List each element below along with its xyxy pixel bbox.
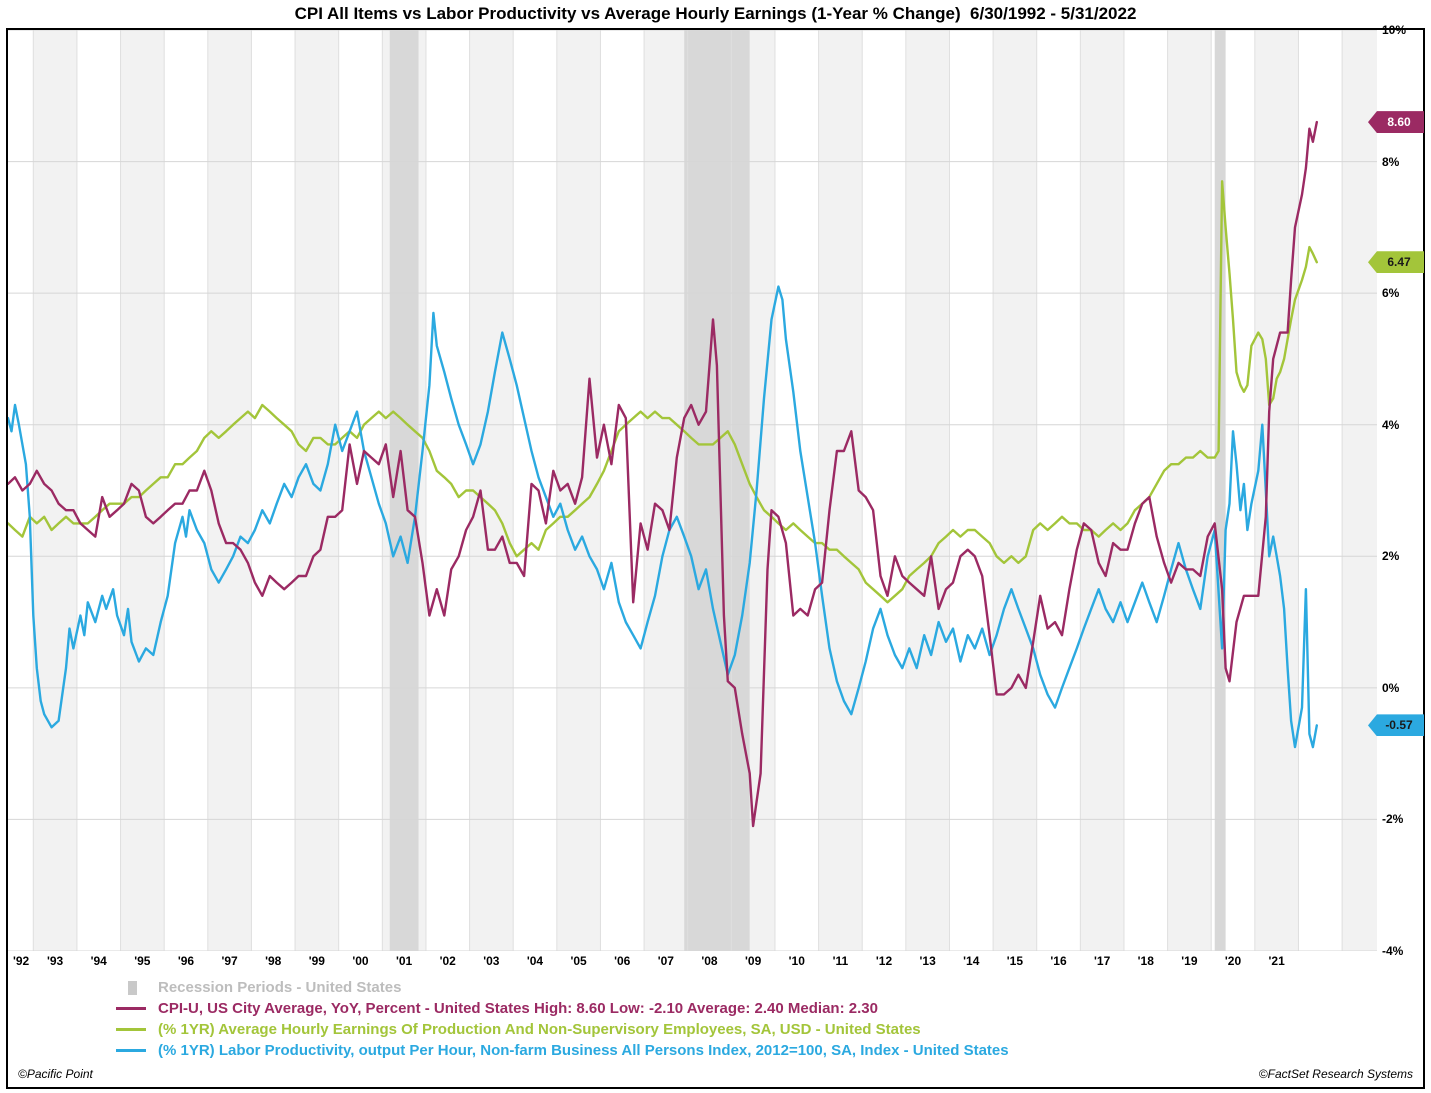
year-band: [295, 30, 339, 951]
x-axis-label: '07: [657, 954, 674, 968]
year-band: [1167, 30, 1212, 951]
legend-row-hourly-earnings: (% 1YR) Average Hourly Earnings Of Produ…: [116, 1019, 1423, 1040]
legend-productivity-label: (% 1YR) Labor Productivity, output Per H…: [158, 1042, 1009, 1059]
y-axis-label: 10%: [1382, 23, 1407, 37]
x-axis-label: '01: [396, 954, 413, 968]
x-axis-label: '95: [134, 954, 151, 968]
year-band: [469, 30, 514, 951]
productivity-line-swatch-icon: [116, 1049, 146, 1052]
line-chart-svg: [8, 30, 1377, 951]
labor-productivity-end-value-badge: -0.57: [1368, 714, 1424, 737]
year-band: [207, 30, 252, 951]
x-axis-label: '99: [308, 954, 325, 968]
x-axis: '92 '93 '94 '95 '96 '97 '98 '99 '00 '01 '02 '03 '04 '…: [8, 951, 1377, 973]
x-axis-label: '13: [919, 954, 936, 968]
x-axis-label: '96: [177, 954, 195, 968]
x-axis-label: '97: [221, 954, 238, 968]
year-band: [1254, 30, 1299, 951]
cpi-end-value-badge: 8.60: [1368, 111, 1424, 134]
x-axis-label: '14: [963, 954, 980, 968]
year-band: [33, 30, 77, 951]
legend-cpi-label: CPI-U, US City Average, YoY, Percent - U…: [158, 1000, 878, 1017]
y-axis-label: -2%: [1382, 812, 1404, 827]
year-band: [949, 30, 994, 951]
x-axis-label: '16: [1050, 954, 1067, 968]
x-axis-label: '93: [47, 954, 64, 968]
y-axis-label: 8%: [1382, 154, 1400, 169]
cpi-line: [8, 120, 1319, 828]
year-band: [1123, 30, 1168, 951]
legend-row-productivity: (% 1YR) Labor Productivity, output Per H…: [116, 1040, 1423, 1061]
copyright-factset: ©FactSet Research Systems: [1258, 1067, 1413, 1081]
y-axis-label: 2%: [1382, 549, 1400, 564]
year-band: [600, 30, 645, 951]
y-axis-label: 4%: [1382, 417, 1400, 432]
recession-band: [1214, 30, 1226, 951]
avg-hourly-earnings-end-value-badge: 6.47: [1368, 251, 1424, 274]
y-axis: 10% 8% 6% 4% 2% 0% -2% -4% 8.60 6.47 -0.57: [1368, 23, 1424, 958]
x-axis-label: '08: [701, 954, 718, 968]
plot-area: [8, 30, 1377, 951]
y-axis-label: 6%: [1382, 286, 1400, 301]
x-axis-label: '17: [1094, 954, 1111, 968]
x-axis-label: '06: [614, 954, 631, 968]
year-band: [120, 30, 165, 951]
year-band: [1342, 30, 1377, 951]
year-band: [1298, 30, 1343, 951]
year-band: [862, 30, 906, 951]
legend-row-recession: Recession Periods - United States: [116, 977, 1423, 998]
year-band: [164, 30, 208, 951]
x-axis-label: '98: [265, 954, 282, 968]
x-axis-label: '21: [1268, 954, 1285, 968]
x-axis-label: '00: [352, 954, 369, 968]
legend-earnings-label: (% 1YR) Average Hourly Earnings Of Produ…: [158, 1021, 921, 1038]
legend-row-cpi: CPI-U, US City Average, YoY, Percent - U…: [116, 998, 1423, 1019]
x-axis-label: '09: [745, 954, 762, 968]
year-band: [76, 30, 121, 951]
avg-hourly-earnings-line: [8, 180, 1319, 604]
year-band: [644, 30, 688, 951]
year-band: [1080, 30, 1124, 951]
x-axis-label: '94: [90, 954, 107, 968]
chart-title: CPI All Items vs Labor Productivity vs A…: [294, 4, 1137, 23]
cpi-line-swatch-icon: [116, 1007, 146, 1010]
year-band: [905, 30, 950, 951]
x-axis-label: '03: [483, 954, 500, 968]
legend-recession-label: Recession Periods - United States: [158, 979, 402, 996]
footer: ©Pacific Point ©FactSet Research Systems: [8, 1061, 1423, 1081]
x-axis-label: '04: [526, 954, 544, 968]
recession-swatch-icon: [128, 980, 137, 995]
x-axis-label: '18: [1137, 954, 1154, 968]
recession-band: [684, 30, 750, 951]
year-band: [818, 30, 863, 951]
chart-frame: 10% 8% 6% 4% 2% 0% -2% -4% 8.60 6.47 -0.57 '92'93 '…: [6, 23, 1425, 1089]
year-band: [425, 30, 470, 951]
earnings-line-swatch-icon: [116, 1028, 146, 1031]
x-axis-label: '92: [12, 954, 30, 968]
x-axis-label: '19: [1181, 954, 1198, 968]
year-band: [774, 30, 819, 951]
x-axis-label: '05: [570, 954, 587, 968]
year-band: [8, 30, 34, 951]
legend: Recession Periods - United States CPI-U,…: [8, 973, 1423, 1061]
x-axis-label: '12: [875, 954, 893, 968]
y-axis-label: -4%: [1382, 944, 1404, 958]
x-axis-label: '20: [1224, 954, 1242, 968]
x-axis-label: '11: [832, 954, 849, 968]
y-axis-label: 0%: [1382, 680, 1400, 695]
chart-area: 10% 8% 6% 4% 2% 0% -2% -4% 8.60 6.47 -0.57: [8, 23, 1424, 958]
x-axis-label: '15: [1006, 954, 1023, 968]
x-axis-label: '10: [788, 954, 805, 968]
copyright-pacific-point: ©Pacific Point: [18, 1067, 93, 1081]
year-band: [1036, 30, 1081, 951]
year-band: [993, 30, 1037, 951]
x-axis-label: '02: [439, 954, 456, 968]
